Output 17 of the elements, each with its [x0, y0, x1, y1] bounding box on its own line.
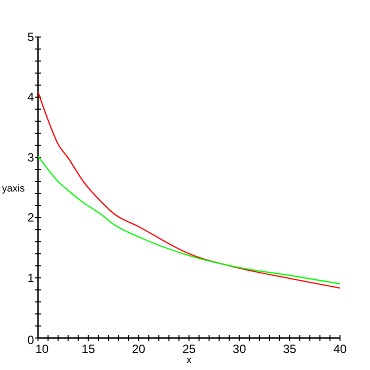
y-tick-label: 2 [27, 210, 34, 225]
x-axis-title: x [186, 355, 192, 366]
y-tick-label: 4 [27, 90, 34, 104]
x-tick-label: 35 [282, 342, 297, 356]
y-tick-label: 1 [27, 270, 34, 285]
x-tick-label: 20 [132, 342, 146, 356]
y-tick-label: 0 [27, 333, 34, 347]
line-series [37, 156, 341, 284]
y-tick-label: 5 [27, 30, 34, 44]
x-tick-label: 10 [35, 342, 49, 356]
y-axis-title: yaxis [2, 184, 25, 194]
line-series [37, 91, 341, 289]
x-tick-label: 40 [333, 342, 347, 356]
y-tick-label: 3 [27, 150, 34, 164]
x-tick-label: 15 [82, 342, 96, 356]
x-tick-label: 30 [232, 342, 246, 356]
x-tick-label: 25 [182, 342, 196, 356]
